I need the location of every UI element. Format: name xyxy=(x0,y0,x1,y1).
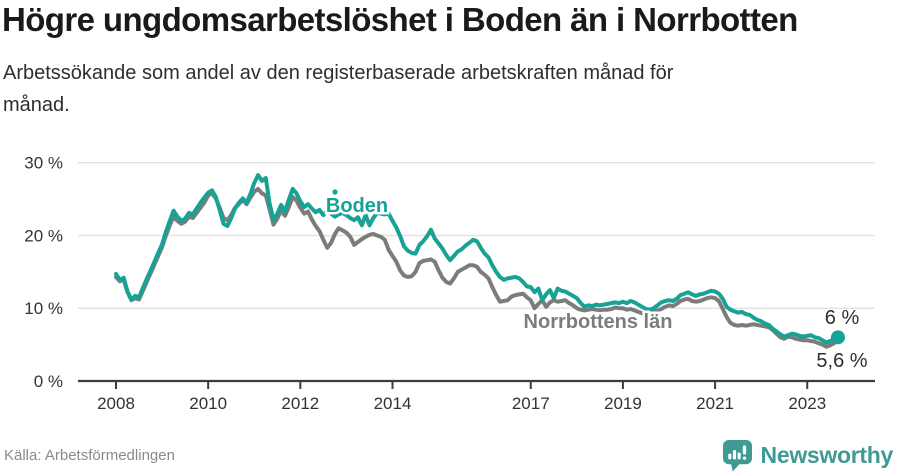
x-axis-tick-label: 2021 xyxy=(696,394,734,413)
x-axis-tick-label: 2023 xyxy=(788,394,826,413)
brand-name: Newsworthy xyxy=(760,442,894,468)
x-axis-tick-label: 2017 xyxy=(512,394,550,413)
y-axis-tick-label: 20 % xyxy=(24,226,63,245)
source-note: Källa: Arbetsförmedlingen xyxy=(4,447,175,464)
series-end-dot xyxy=(830,330,845,345)
x-axis-tick-label: 2014 xyxy=(374,394,412,413)
series-line-norrbotten xyxy=(114,186,840,349)
x-axis-tick-label: 2019 xyxy=(604,394,642,413)
series-label-norrbotten: Norrbottens län xyxy=(524,311,673,333)
y-axis-tick-label: 0 % xyxy=(34,372,63,391)
series-line-boden xyxy=(114,173,840,345)
label-dot xyxy=(332,189,338,195)
brand-logo: Newsworthy xyxy=(722,439,893,472)
page-title: Högre ungdomsarbetslöshet i Boden än i N… xyxy=(2,1,798,38)
newsworthy-icon xyxy=(722,440,752,472)
y-axis-tick-label: 10 % xyxy=(24,299,63,318)
x-axis-tick-label: 2008 xyxy=(97,394,135,413)
end-value-norrbotten: 5,6 % xyxy=(816,350,867,372)
x-axis-tick-label: 2010 xyxy=(189,394,227,413)
chart-subtitle: Arbetssökande som andel av den registerb… xyxy=(3,62,674,116)
y-axis-tick-label: 30 % xyxy=(24,154,63,173)
series-label-boden: Boden xyxy=(326,195,388,217)
x-axis-tick-label: 2012 xyxy=(281,394,319,413)
end-value-boden: 6 % xyxy=(825,307,860,329)
